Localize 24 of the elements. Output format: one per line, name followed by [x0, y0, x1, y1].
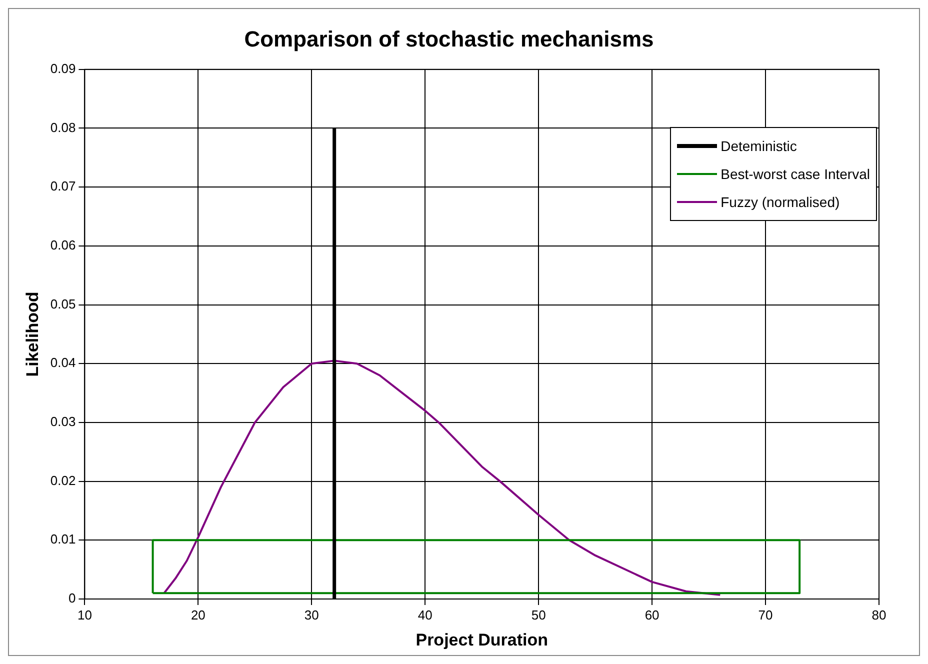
legend-label: Deteministic	[720, 138, 797, 154]
y-tick-label: 0.03	[50, 414, 76, 430]
legend-label: Fuzzy (normalised)	[720, 194, 840, 210]
x-tick-label: 60	[644, 607, 660, 622]
chart-title: Comparison of stochastic mechanisms	[244, 26, 654, 52]
x-tick-label: 10	[77, 607, 92, 622]
x-axis-title: Project Duration	[416, 630, 548, 650]
y-tick-label: 0.06	[50, 238, 76, 253]
legend-label: Best-worst case Interval	[720, 166, 870, 182]
x-tick-label: 50	[531, 607, 546, 622]
x-tick-label: 70	[758, 607, 773, 622]
y-axis-title: Likelihood	[22, 292, 42, 377]
x-tick-label: 20	[190, 607, 206, 622]
y-tick-label: 0.09	[50, 60, 76, 76]
y-tick-label: 0.02	[50, 472, 76, 488]
y-tick-label: 0.08	[50, 120, 76, 135]
y-tick-label: 0.07	[50, 178, 76, 194]
x-tick-label: 40	[418, 607, 432, 622]
x-tick-label: 30	[304, 607, 319, 622]
y-tick-label: 0.01	[50, 532, 76, 547]
x-tick-label: 80	[872, 607, 886, 622]
y-tick-label: 0	[68, 590, 76, 606]
y-tick-label: 0.05	[50, 296, 76, 312]
y-tick-label: 0.04	[50, 355, 76, 370]
